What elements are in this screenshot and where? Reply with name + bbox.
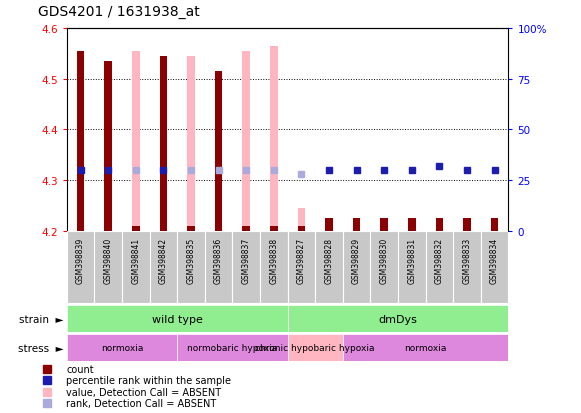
Bar — [343, 335, 508, 361]
Text: rank, Detection Call = ABSENT: rank, Detection Call = ABSENT — [66, 398, 216, 408]
Text: GSM398839: GSM398839 — [76, 237, 85, 283]
Bar — [215, 72, 223, 231]
Bar — [177, 335, 288, 361]
Text: GSM398840: GSM398840 — [104, 237, 113, 283]
Bar — [463, 218, 471, 231]
Bar — [187, 57, 195, 231]
Bar — [288, 306, 508, 332]
Bar — [94, 231, 122, 304]
Bar — [371, 231, 398, 304]
Text: GSM398833: GSM398833 — [462, 237, 471, 283]
Text: chronic hypobaric hypoxia: chronic hypobaric hypoxia — [256, 344, 375, 352]
Bar — [242, 226, 250, 231]
Text: wild type: wild type — [152, 314, 203, 324]
Bar — [436, 218, 443, 231]
Text: normobaric hypoxia: normobaric hypoxia — [187, 344, 278, 352]
Bar — [160, 57, 167, 231]
Text: GSM398831: GSM398831 — [407, 237, 416, 283]
Text: GSM398838: GSM398838 — [270, 237, 278, 283]
Text: value, Detection Call = ABSENT: value, Detection Call = ABSENT — [66, 387, 221, 397]
Text: percentile rank within the sample: percentile rank within the sample — [66, 375, 231, 385]
Bar — [67, 335, 177, 361]
Bar — [325, 218, 333, 231]
Bar — [187, 226, 195, 231]
Bar — [77, 52, 84, 231]
Text: GSM398842: GSM398842 — [159, 237, 168, 283]
Bar — [122, 231, 150, 304]
Bar — [132, 226, 139, 231]
Bar — [315, 231, 343, 304]
Text: stress  ►: stress ► — [18, 343, 64, 353]
Bar — [297, 226, 305, 231]
Text: GSM398832: GSM398832 — [435, 237, 444, 283]
Bar — [270, 47, 278, 231]
Bar — [408, 218, 415, 231]
Text: GSM398835: GSM398835 — [187, 237, 195, 283]
Text: count: count — [66, 364, 94, 374]
Bar — [67, 306, 288, 332]
Bar — [425, 231, 453, 304]
Bar — [353, 218, 360, 231]
Bar — [288, 335, 343, 361]
Text: GSM398828: GSM398828 — [325, 237, 333, 283]
Text: GSM398827: GSM398827 — [297, 237, 306, 283]
Text: normoxia: normoxia — [404, 344, 447, 352]
Text: GSM398837: GSM398837 — [242, 237, 250, 283]
Bar — [343, 231, 371, 304]
Bar — [453, 231, 481, 304]
Bar — [297, 209, 305, 231]
Bar — [67, 231, 94, 304]
Text: GSM398834: GSM398834 — [490, 237, 499, 283]
Bar — [150, 231, 177, 304]
Bar — [132, 52, 139, 231]
Bar — [205, 231, 232, 304]
Text: GSM398836: GSM398836 — [214, 237, 223, 283]
Text: strain  ►: strain ► — [19, 314, 64, 324]
Text: dmDys: dmDys — [379, 314, 417, 324]
Bar — [491, 218, 498, 231]
Bar — [381, 218, 388, 231]
Bar — [177, 231, 205, 304]
Bar — [215, 72, 223, 231]
Bar — [481, 231, 508, 304]
Text: GSM398829: GSM398829 — [352, 237, 361, 283]
Bar — [260, 231, 288, 304]
Bar — [105, 62, 112, 231]
Text: GDS4201 / 1631938_at: GDS4201 / 1631938_at — [38, 5, 199, 19]
Bar — [398, 231, 425, 304]
Text: normoxia: normoxia — [101, 344, 143, 352]
Text: GSM398830: GSM398830 — [380, 237, 389, 283]
Bar — [288, 231, 315, 304]
Bar — [232, 231, 260, 304]
Text: GSM398841: GSM398841 — [131, 237, 140, 283]
Bar — [270, 226, 278, 231]
Bar — [242, 52, 250, 231]
